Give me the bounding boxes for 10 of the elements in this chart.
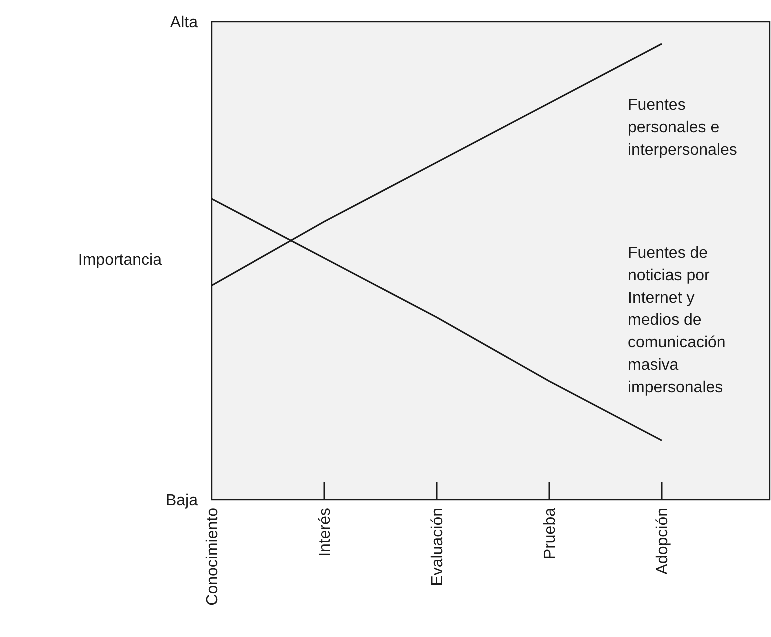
x-tick-label: Evaluación (430, 508, 447, 586)
x-tick-label: Interés (317, 508, 334, 557)
series-label: Fuentes personales e interpersonales (628, 97, 738, 159)
x-tick-label: Adopción (654, 508, 672, 575)
y-axis-title: Importancia (78, 252, 162, 269)
text: Baja (166, 492, 198, 510)
x-tick-label: Conocimiento (204, 508, 222, 606)
text: Alta (170, 14, 198, 32)
x-tick-label: Prueba (542, 508, 560, 560)
series-label: Fuentes de noticias por Internet y medios de comunicación masiva impersonales (628, 245, 726, 396)
